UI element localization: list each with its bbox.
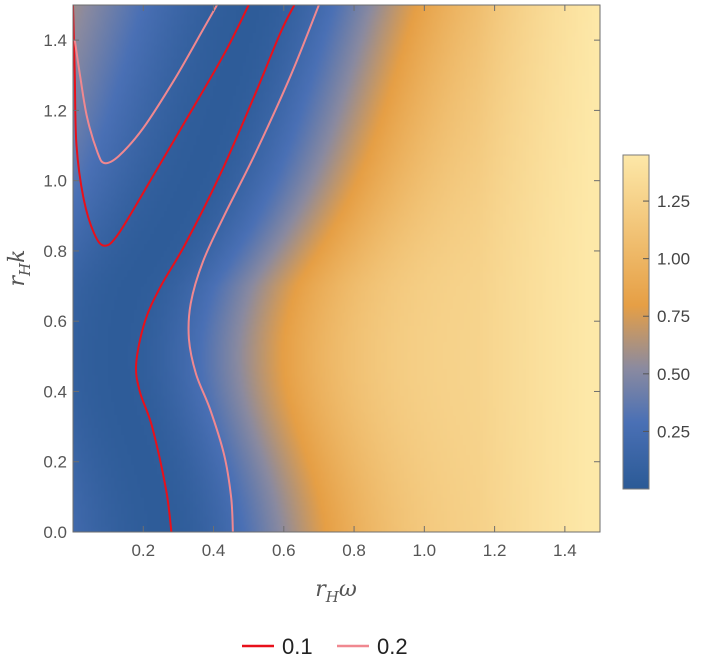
plot-frame xyxy=(72,4,601,533)
colorbar-ticks: 0.25 0.50 0.75 1.00 1.25 xyxy=(643,192,690,441)
y-tick-label: 0.2 xyxy=(43,453,67,472)
contour-layer xyxy=(73,5,320,532)
x-axis-title-base: r xyxy=(315,577,327,602)
x-tick-label: 1.2 xyxy=(483,541,507,560)
y-tick-label: 0.0 xyxy=(43,523,67,542)
y-tick-label: 1.2 xyxy=(43,101,67,120)
y-axis-title: rHk xyxy=(5,250,34,287)
y-tick-label: 0.4 xyxy=(43,382,67,401)
colorbar-gradient xyxy=(622,154,650,490)
y-axis-title-base: r xyxy=(5,274,30,286)
colorbar-tick-label: 1.25 xyxy=(657,192,690,211)
y-tick-label: 0.8 xyxy=(43,242,67,261)
colorbar-tick-label: 0.75 xyxy=(657,307,690,326)
x-tick-label: 0.8 xyxy=(342,541,366,560)
x-axis-title: rHω xyxy=(315,577,357,606)
x-tick-label: 1.4 xyxy=(553,541,577,560)
contour-0.1-line-2 xyxy=(73,5,250,247)
contour-0.2-line-1 xyxy=(187,5,320,532)
colorbar-tick-label: 0.50 xyxy=(657,365,690,384)
colorbar: 0.25 0.50 0.75 1.00 1.25 xyxy=(622,154,690,490)
x-axis-ticks: 0.2 0.4 0.6 0.8 1.0 1.2 1.4 xyxy=(131,5,577,560)
y-axis-ticks: 0.0 0.2 0.4 0.6 0.8 1.0 1.2 1.4 xyxy=(43,31,600,542)
heatmap-image xyxy=(73,5,600,532)
legend-label-0.2: 0.2 xyxy=(377,634,408,659)
legend: 0.1 0.2 xyxy=(242,634,408,659)
colorbar-tick-label: 1.00 xyxy=(657,250,690,269)
x-tick-label: 0.6 xyxy=(272,541,296,560)
y-tick-label: 1.4 xyxy=(43,31,67,50)
legend-label-0.1: 0.1 xyxy=(282,634,313,659)
x-tick-label: 0.2 xyxy=(131,541,155,560)
y-axis-title-sub: H xyxy=(16,262,34,277)
contour-0.2-line-2 xyxy=(73,5,218,165)
x-tick-label: 0.4 xyxy=(202,541,226,560)
x-axis-title-var: ω xyxy=(339,577,357,602)
y-axis-title-var: k xyxy=(5,250,30,263)
y-tick-label: 0.6 xyxy=(43,312,67,331)
x-tick-label: 1.0 xyxy=(413,541,437,560)
plot-area xyxy=(72,4,601,533)
colorbar-tick-label: 0.25 xyxy=(657,422,690,441)
contour-0.1-line-1 xyxy=(135,5,296,532)
x-axis-title-sub: H xyxy=(325,588,340,606)
y-tick-label: 1.0 xyxy=(43,172,67,191)
